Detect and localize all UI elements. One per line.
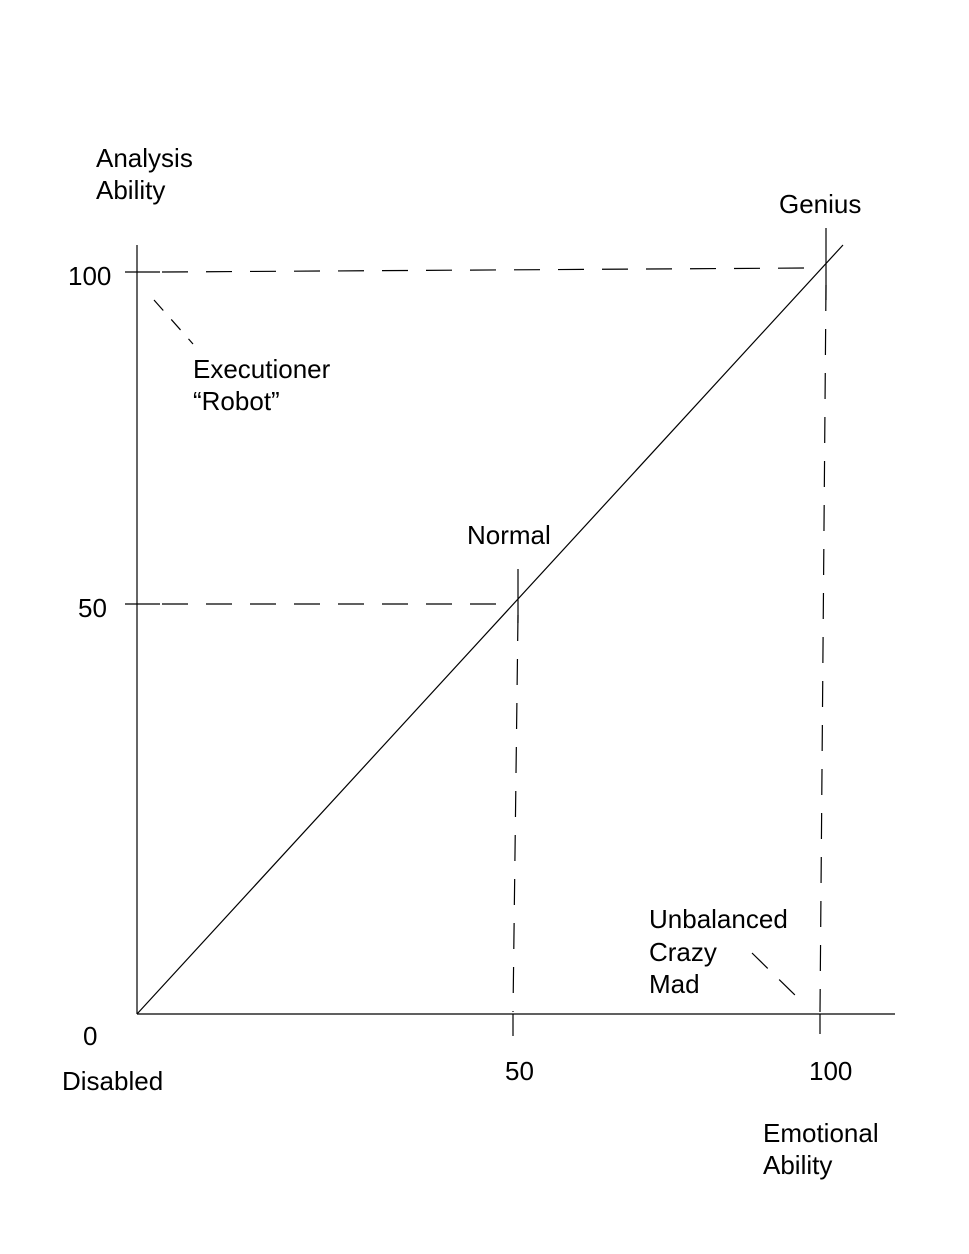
series-line [136, 244, 844, 1015]
y-tick-label-50: 50 [78, 593, 107, 623]
y-axis-label-line-1: Analysis [96, 143, 193, 173]
guide-x-100 [819, 284, 827, 1013]
y-tick-label-100: 100 [68, 261, 111, 291]
annotation-leader-unbalanced [751, 952, 801, 1001]
annotation-leader-executioner [153, 299, 194, 345]
x-tick-label-100: 100 [809, 1056, 852, 1086]
point-label-genius: Genius [779, 189, 861, 219]
point-label-normal: Normal [467, 520, 551, 550]
annotation-unbalanced-line-2: Crazy [649, 937, 717, 967]
x-axis-label-line-1: Emotional [763, 1118, 879, 1148]
y-axis-label-line-2: Ability [96, 175, 165, 205]
x-tick-label-50: 50 [505, 1056, 534, 1086]
annotation-executioner-line-1: Executioner [193, 354, 331, 384]
annotation-unbalanced-line-3: Mad [649, 969, 700, 999]
annotation-unbalanced-line-1: Unbalanced [649, 904, 788, 934]
guide-x-50 [512, 614, 519, 1013]
origin-caption: Disabled [62, 1066, 163, 1096]
origin-tick-label: 0 [83, 1021, 97, 1051]
annotation-executioner-line-2: “Robot” [193, 386, 280, 416]
guide-y-100 [161, 267, 811, 273]
x-axis-label-line-2: Ability [763, 1150, 832, 1180]
